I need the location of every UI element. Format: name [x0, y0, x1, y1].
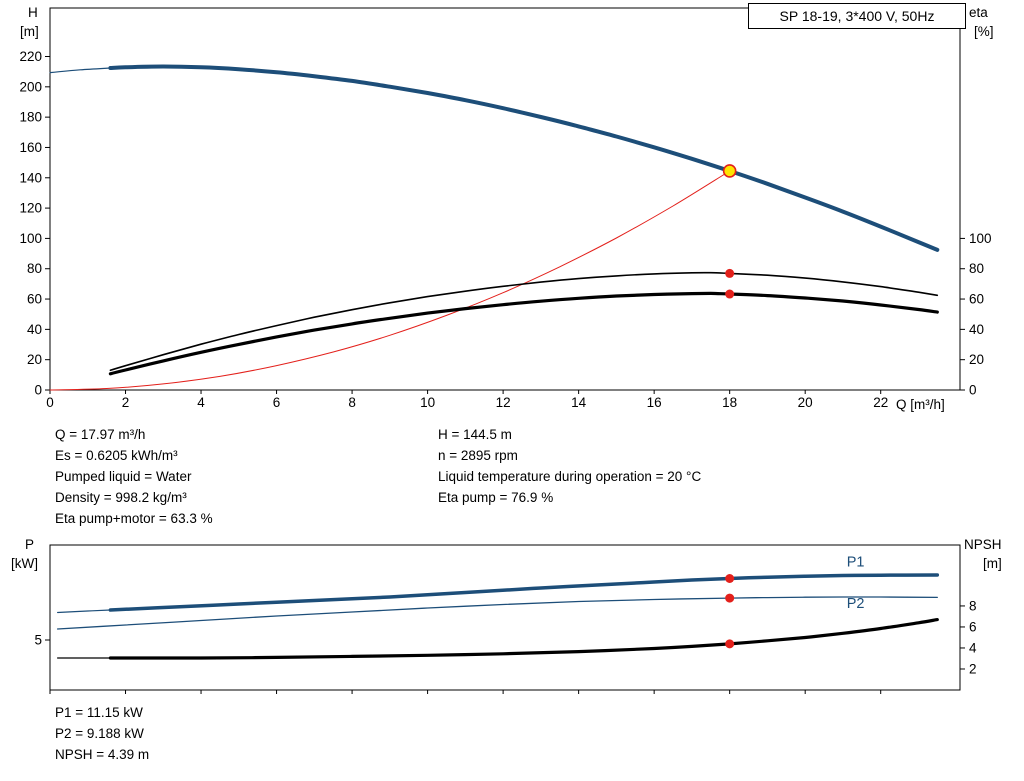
- series-eta-pump-motor-curve: [108, 291, 939, 376]
- eta-pump-motor-operating-dot: [725, 289, 735, 299]
- left-tick-label: 120: [19, 201, 42, 216]
- series-duty-parabola: [49, 170, 731, 391]
- p2-operating-dot: [725, 593, 735, 603]
- x-tick-label: 18: [722, 395, 737, 410]
- left-tick-label: 0: [34, 383, 42, 398]
- left-tick-label: 40: [27, 322, 42, 337]
- info-line-h: H = 144.5 m: [438, 427, 512, 442]
- x-tick-label: 8: [348, 395, 356, 410]
- right-tick-label: 4: [969, 640, 977, 655]
- info-line-density: Density = 998.2 kg/m³: [55, 490, 187, 505]
- left-tick-label: 220: [19, 49, 42, 64]
- eta-axis-name: eta: [969, 5, 988, 20]
- x-tick-label: 4: [197, 395, 205, 410]
- series-label-p1: P1: [847, 555, 865, 571]
- eta-axis-unit: [%]: [974, 24, 994, 39]
- series-head-curve: [108, 64, 940, 252]
- x-tick-label: 12: [496, 395, 511, 410]
- left-tick-label: 180: [19, 110, 42, 125]
- plot-frame: [49, 7, 961, 391]
- info-line-p2: P2 = 9.188 kW: [55, 726, 144, 741]
- pump-title: SP 18-19, 3*400 V, 50Hz: [779, 8, 935, 24]
- x-tick-label: 2: [122, 395, 130, 410]
- series-npsh-curve: [108, 618, 939, 660]
- x-tick-label: 0: [46, 395, 54, 410]
- p1-operating-dot: [725, 574, 735, 583]
- right-tick-label: 100: [969, 231, 992, 246]
- info-line-q: Q = 17.97 m³/h: [55, 427, 146, 442]
- right-tick-label: 0: [969, 383, 977, 398]
- series-head-curve-lead: [49, 67, 111, 74]
- info-line-n: n = 2895 rpm: [438, 448, 518, 463]
- info-line-liquid: Pumped liquid = Water: [55, 469, 192, 484]
- series-p1-curve-lead: [57, 609, 111, 614]
- x-tick-label: 10: [420, 395, 435, 410]
- npsh-operating-dot: [725, 639, 735, 649]
- eta-pump-operating-dot: [725, 268, 735, 278]
- duty-info-left: Q = 17.97 m³/h Es = 0.6205 kWh/m³ Pumped…: [55, 424, 213, 529]
- left-tick-label: 60: [27, 292, 42, 307]
- right-tick-label: 6: [969, 619, 977, 634]
- series-label-p2: P2: [847, 596, 865, 612]
- right-tick-label: 2: [969, 661, 977, 676]
- x-tick-label: 20: [798, 395, 813, 410]
- left-tick-label: 200: [19, 79, 42, 94]
- left-tick-label: 140: [19, 170, 42, 185]
- right-tick-label: 8: [969, 598, 977, 613]
- left-tick-label: 80: [27, 261, 42, 276]
- left-tick-label: 5: [34, 633, 42, 648]
- plot-frame: [49, 544, 961, 691]
- info-line-npsh: NPSH = 4.39 m: [55, 747, 150, 762]
- x-tick-label: 16: [647, 395, 662, 410]
- left-tick-label: 160: [19, 140, 42, 155]
- right-tick-label: 80: [969, 261, 984, 276]
- flow-axis-label: Q [m³/h]: [896, 397, 945, 412]
- left-tick-label: 20: [27, 352, 42, 367]
- hq-eta-chart: 0 2 4 6 8 10 12 14 16 18 20 22020406080100120140160…: [19, 7, 992, 410]
- x-tick-label: 14: [571, 395, 587, 410]
- power-info: P1 = 11.15 kW P2 = 9.188 kW NPSH = 4.39 …: [55, 702, 149, 765]
- series-eta-pump-curve: [109, 271, 939, 372]
- info-line-p1: P1 = 11.15 kW: [55, 705, 143, 720]
- info-line-eta-pm: Eta pump+motor = 63.3 %: [55, 511, 213, 526]
- npsh-axis-unit: [m]: [983, 556, 1002, 571]
- power-npsh-chart: 5 2 4 6 8 P1 P2: [34, 544, 977, 694]
- power-axis-unit: [kW]: [11, 556, 38, 571]
- npsh-axis-name: NPSH: [964, 537, 1002, 552]
- series-p1-curve: [108, 573, 940, 612]
- right-tick-label: 20: [969, 352, 984, 367]
- duty-info-right: H = 144.5 m n = 2895 rpm Liquid temperat…: [438, 424, 701, 508]
- x-tick-label: 6: [273, 395, 281, 410]
- info-line-es: Es = 0.6205 kWh/m³: [55, 448, 178, 463]
- info-line-temp: Liquid temperature during operation = 20…: [438, 469, 702, 484]
- head-axis-name: H: [28, 5, 38, 20]
- left-tick-label: 100: [19, 231, 42, 246]
- series-p2-curve: [56, 596, 938, 630]
- power-axis-name: P: [25, 537, 35, 552]
- info-line-eta-pump: Eta pump = 76.9 %: [438, 490, 554, 505]
- right-tick-label: 40: [969, 322, 984, 337]
- right-tick-label: 60: [969, 292, 984, 307]
- duty-point-marker[interactable]: [722, 164, 737, 178]
- head-axis-unit: [m]: [20, 24, 39, 39]
- x-tick-label: 22: [873, 395, 888, 410]
- pump-title-box: SP 18-19, 3*400 V, 50Hz: [748, 3, 966, 29]
